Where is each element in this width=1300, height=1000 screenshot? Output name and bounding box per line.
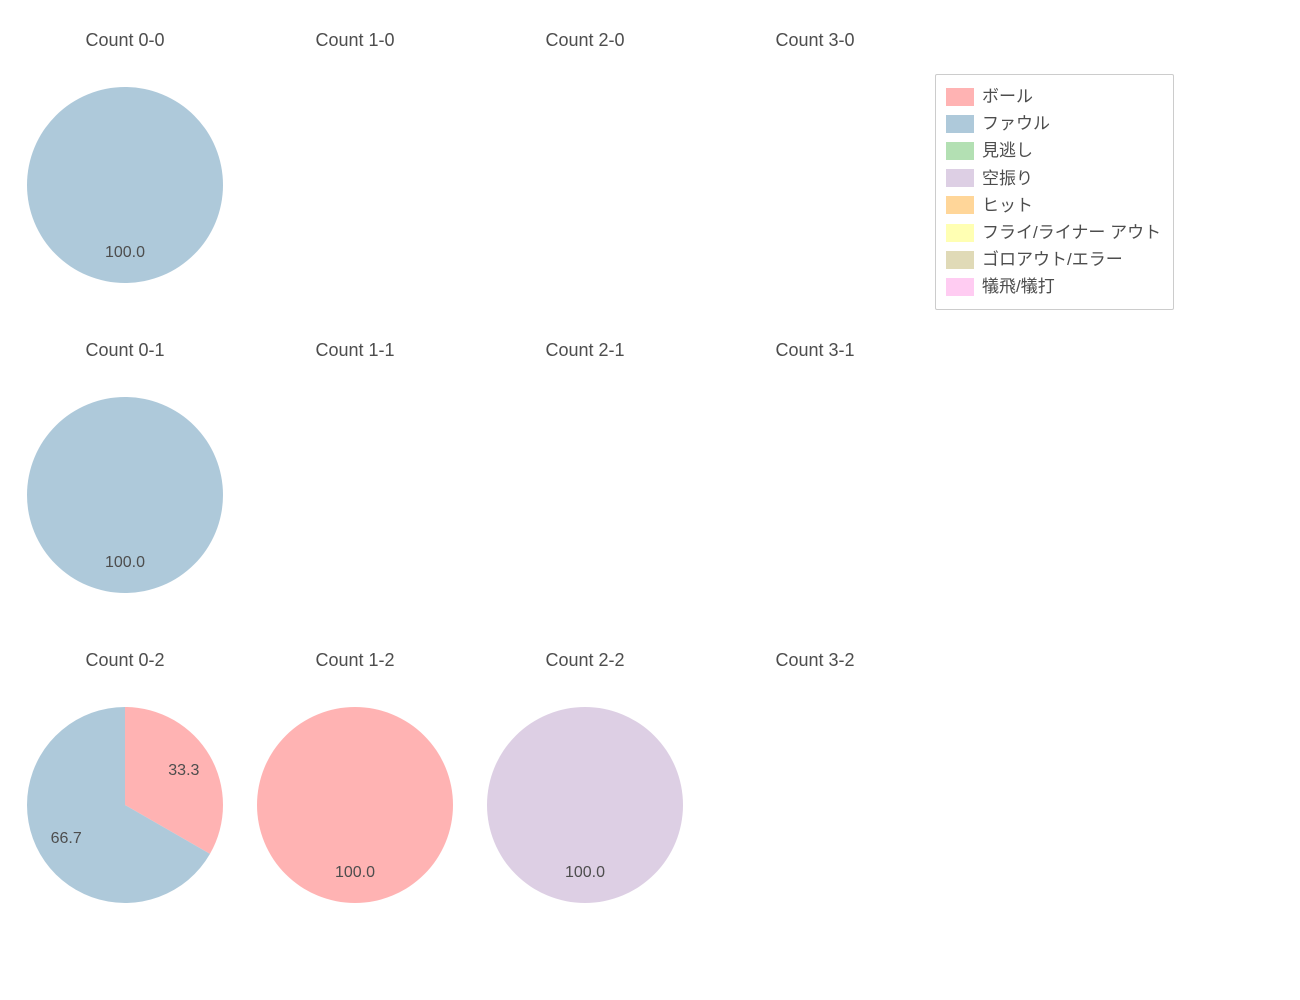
legend-item: ファウル bbox=[946, 110, 1161, 137]
chart-title: Count 3-1 bbox=[700, 340, 930, 361]
legend-swatch bbox=[946, 224, 974, 242]
chart-title: Count 1-2 bbox=[240, 650, 470, 671]
pie-svg bbox=[27, 707, 223, 903]
legend-item: 見逃し bbox=[946, 137, 1161, 164]
legend-label: ヒット bbox=[982, 192, 1033, 219]
legend-item: ボール bbox=[946, 83, 1161, 110]
chart-cell: Count 2-1 bbox=[470, 320, 700, 630]
legend-item: 犠飛/犠打 bbox=[946, 273, 1161, 300]
pie-value-label: 66.7 bbox=[51, 830, 82, 848]
legend: ボールファウル見逃し空振りヒットフライ/ライナー アウトゴロアウト/エラー犠飛/… bbox=[935, 74, 1174, 310]
chart-cell: Count 0-1 100.0 bbox=[10, 320, 240, 630]
chart-title: Count 2-2 bbox=[470, 650, 700, 671]
chart-title: Count 2-0 bbox=[470, 30, 700, 51]
legend-swatch bbox=[946, 169, 974, 187]
chart-cell: Count 1-2 100.0 bbox=[240, 630, 470, 940]
chart-title: Count 3-0 bbox=[700, 30, 930, 51]
pie-value-label: 100.0 bbox=[105, 554, 145, 572]
legend-swatch bbox=[946, 88, 974, 106]
chart-title: Count 1-1 bbox=[240, 340, 470, 361]
legend-item: ゴロアウト/エラー bbox=[946, 246, 1161, 273]
legend-label: ファウル bbox=[982, 110, 1050, 137]
chart-title: Count 2-1 bbox=[470, 340, 700, 361]
chart-cell: Count 0-0 100.0 bbox=[10, 10, 240, 320]
pie-chart: 100.0 bbox=[487, 707, 683, 903]
chart-cell: Count 3-0 bbox=[700, 10, 930, 320]
legend-swatch bbox=[946, 278, 974, 296]
legend-swatch bbox=[946, 251, 974, 269]
chart-cell: Count 3-1 bbox=[700, 320, 930, 630]
legend-label: 空振り bbox=[982, 165, 1033, 192]
chart-title: Count 3-2 bbox=[700, 650, 930, 671]
pie-chart: 33.3 66.7 bbox=[27, 707, 223, 903]
chart-cell: Count 0-2 33.3 66.7 bbox=[10, 630, 240, 940]
legend-label: ゴロアウト/エラー bbox=[982, 246, 1123, 273]
chart-title: Count 0-2 bbox=[10, 650, 240, 671]
chart-cell: Count 3-2 bbox=[700, 630, 930, 940]
pie-value-label: 100.0 bbox=[335, 864, 375, 882]
pie-value-label: 100.0 bbox=[105, 244, 145, 262]
chart-cell: Count 2-2 100.0 bbox=[470, 630, 700, 940]
chart-cell: Count 1-1 bbox=[240, 320, 470, 630]
chart-title: Count 1-0 bbox=[240, 30, 470, 51]
legend-label: 犠飛/犠打 bbox=[982, 273, 1055, 300]
legend-swatch bbox=[946, 196, 974, 214]
legend-item: ヒット bbox=[946, 192, 1161, 219]
pie-chart: 100.0 bbox=[257, 707, 453, 903]
legend-item: フライ/ライナー アウト bbox=[946, 219, 1161, 246]
pie-chart: 100.0 bbox=[27, 87, 223, 283]
legend-label: 見逃し bbox=[982, 137, 1033, 164]
pie-value-label: 100.0 bbox=[565, 864, 605, 882]
chart-title: Count 0-0 bbox=[10, 30, 240, 51]
legend-item: 空振り bbox=[946, 165, 1161, 192]
legend-label: フライ/ライナー アウト bbox=[982, 219, 1161, 246]
legend-swatch bbox=[946, 142, 974, 160]
legend-swatch bbox=[946, 115, 974, 133]
legend-label: ボール bbox=[982, 83, 1033, 110]
chart-cell: Count 1-0 bbox=[240, 10, 470, 320]
pie-value-label: 33.3 bbox=[168, 762, 199, 780]
pie-chart: 100.0 bbox=[27, 397, 223, 593]
chart-cell: Count 2-0 bbox=[470, 10, 700, 320]
chart-title: Count 0-1 bbox=[10, 340, 240, 361]
